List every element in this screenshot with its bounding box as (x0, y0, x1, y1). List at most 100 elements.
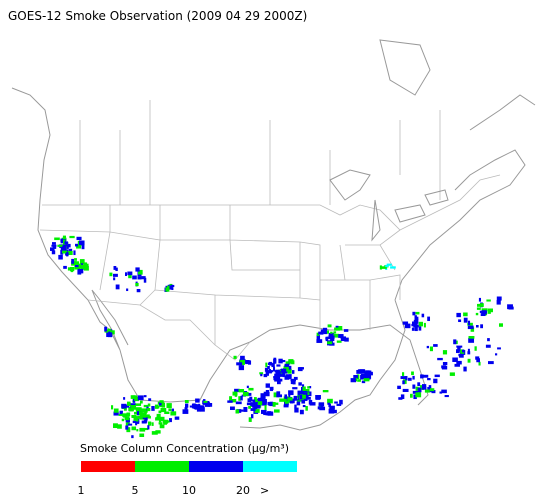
smoke-pixel (480, 313, 486, 317)
coastline (11, 87, 526, 431)
smoke-pixel (252, 403, 257, 408)
smoke-pixel (156, 413, 161, 419)
smoke-pixel (170, 411, 177, 416)
smoke-pixel (198, 405, 205, 410)
smoke-pixel (305, 406, 308, 411)
smoke-pixel (265, 390, 270, 394)
smoke-pixel (140, 400, 143, 404)
smoke-pixel (69, 235, 75, 239)
smoke-pixel (134, 396, 139, 402)
smoke-pixel (293, 395, 298, 401)
smoke-pixel (139, 433, 145, 437)
smoke-pixel (171, 408, 175, 412)
smoke-pixel (327, 398, 333, 404)
smoke-pixel (477, 303, 482, 307)
smoke-pixel (284, 400, 289, 404)
smoke-pixel (84, 263, 89, 267)
smoke-pixel (132, 275, 137, 280)
smoke-pixel (238, 365, 245, 371)
smoke-pixel (496, 300, 501, 305)
smoke-pixel (304, 397, 308, 401)
smoke-pixel (141, 420, 147, 424)
smoke-pixel (117, 424, 122, 429)
smoke-pixel (113, 408, 119, 413)
smoke-pixel (143, 404, 149, 408)
smoke-pixel (238, 396, 241, 401)
smoke-pixel (322, 327, 328, 332)
smoke-pixel (263, 410, 267, 413)
smoke-pixel (123, 397, 126, 400)
smoke-pixel (137, 276, 142, 280)
smoke-pixel (279, 398, 286, 402)
smoke-pixel (507, 304, 513, 310)
smoke-pixel (415, 392, 422, 398)
smoke-pixel (277, 381, 281, 385)
smoke-pixel (79, 240, 85, 246)
smoke-pixel (204, 402, 211, 407)
smoke-pixel (316, 339, 323, 343)
smoke-pixel (413, 394, 417, 400)
smoke-pixel (64, 241, 69, 244)
smoke-pixel (137, 415, 142, 419)
smoke-pixel (171, 287, 174, 291)
smoke-pixel (353, 375, 358, 379)
smoke-pixel (267, 366, 270, 370)
smoke-pixel (161, 402, 166, 408)
smoke-pixel (230, 399, 237, 403)
smoke-pixel (458, 319, 462, 323)
smoke-pixel (265, 383, 270, 388)
smoke-pixel (260, 393, 266, 399)
smoke-pixel (479, 310, 483, 313)
smoke-pixel (463, 317, 468, 323)
smoke-pixel (110, 330, 115, 335)
smoke-pixel (74, 258, 77, 261)
smoke-pixel (147, 425, 150, 430)
smoke-pixel (487, 338, 490, 342)
smoke-pixel (458, 353, 463, 357)
smoke-pixel (238, 389, 245, 393)
smoke-pixel (421, 313, 425, 318)
basemap (11, 39, 536, 431)
smoke-pixel (234, 391, 238, 397)
smoke-pixel (50, 247, 55, 251)
smoke-pixel (267, 401, 270, 406)
smoke-pixel (322, 390, 329, 393)
smoke-pixel (481, 310, 487, 315)
smoke-pixel (390, 266, 396, 269)
smoke-pixel (141, 276, 146, 280)
smoke-pixel (75, 243, 79, 247)
smoke-pixel (449, 372, 455, 376)
smoke-pixel (154, 404, 159, 409)
smoke-pixel (248, 392, 252, 396)
smoke-pixel (499, 323, 503, 327)
smoke-pixel (361, 380, 366, 384)
smoke-pixel (126, 288, 129, 292)
smoke-pixel (479, 303, 484, 307)
smoke-pixel (253, 406, 258, 410)
smoke-pixel (51, 244, 57, 247)
smoke-pixel (453, 339, 457, 345)
smoke-pixel (269, 387, 274, 392)
smoke-pixel (433, 344, 438, 347)
smoke-pixel (444, 395, 449, 398)
smoke-pixel (412, 384, 416, 389)
smoke-pixel (329, 333, 334, 336)
smoke-pixel (292, 380, 296, 385)
smoke-pixel (76, 236, 82, 241)
smoke-pixel (368, 370, 372, 374)
smoke-pixel (106, 332, 109, 338)
smoke-pixel (343, 329, 349, 332)
smoke-pixel (413, 324, 419, 328)
smoke-pixel (124, 416, 130, 421)
smoke-pixel (119, 410, 123, 415)
smoke-pixel (279, 360, 286, 363)
smoke-pixel (276, 394, 282, 398)
smoke-pixel (245, 360, 250, 365)
smoke-pixel (302, 405, 306, 408)
smoke-pixel (467, 351, 471, 355)
smoke-pixel (248, 387, 254, 391)
smoke-pixel (63, 239, 66, 245)
smoke-pixel (418, 326, 422, 331)
smoke-pixel (308, 386, 312, 389)
smoke-pixel (474, 346, 477, 351)
